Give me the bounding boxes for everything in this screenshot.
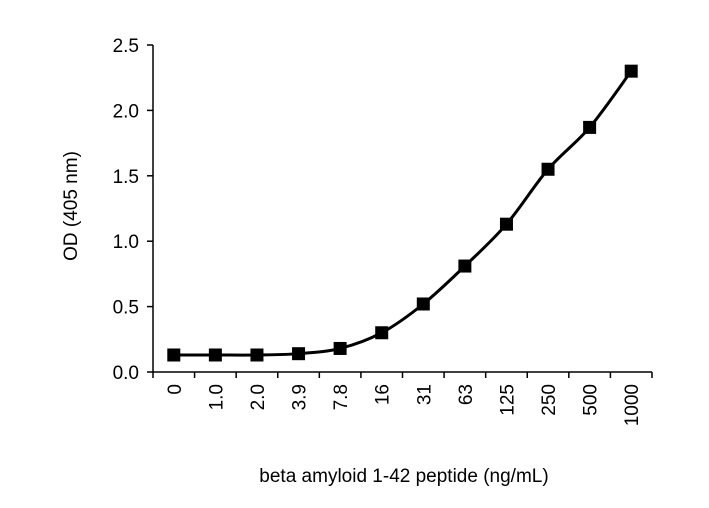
data-point — [375, 326, 389, 340]
y-tick-label: 1.5 — [113, 167, 139, 188]
data-point — [167, 348, 181, 362]
plot-area — [167, 64, 638, 362]
x-tick-label: 16 — [373, 384, 394, 405]
data-point — [583, 120, 597, 134]
data-point — [333, 341, 347, 355]
x-tick-label: 3.9 — [290, 384, 311, 410]
x-tick-label: 250 — [539, 384, 560, 416]
y-axis-title: OD (405 nm) — [61, 151, 82, 261]
y-tick-label: 0.5 — [113, 298, 139, 319]
data-point — [292, 347, 306, 361]
x-axis: 0 1.0 2.0 3.9 7.8 16 31 63 125 250 500 1000 — [152, 371, 653, 426]
x-tick-label: 63 — [456, 384, 477, 405]
x-tick-label: 500 — [581, 384, 602, 416]
y-tick-label: 2.5 — [113, 36, 139, 57]
x-tick-label: 2.0 — [248, 384, 269, 410]
y-axis: 0.0 0.5 1.0 1.5 2.0 2.5 — [113, 36, 154, 384]
x-tick-label: 31 — [414, 384, 435, 405]
series-line — [173, 70, 633, 357]
x-tick-label: 125 — [497, 384, 518, 416]
data-point — [624, 64, 638, 78]
y-tick-label: 0.0 — [113, 363, 139, 384]
y-tick-label: 1.0 — [113, 232, 139, 253]
data-point — [458, 259, 472, 273]
x-tick-label: 1.0 — [206, 384, 227, 410]
x-tick-label: 7.8 — [331, 384, 352, 410]
data-point — [541, 162, 555, 176]
x-axis-title: beta amyloid 1-42 peptide (ng/mL) — [259, 466, 548, 487]
data-point — [208, 348, 222, 362]
x-tick-label: 0 — [165, 384, 186, 395]
data-point — [250, 348, 264, 362]
y-tick-label: 2.0 — [113, 101, 139, 122]
data-point — [416, 297, 430, 311]
data-point — [499, 217, 513, 231]
x-tick-label: 1000 — [622, 384, 643, 426]
